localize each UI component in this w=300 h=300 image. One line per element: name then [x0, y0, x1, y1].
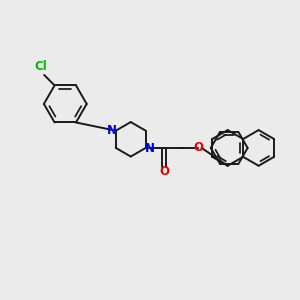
Text: O: O	[193, 141, 203, 154]
Text: O: O	[159, 165, 169, 178]
Text: N: N	[145, 142, 155, 155]
Text: N: N	[107, 124, 117, 136]
Text: Cl: Cl	[35, 60, 48, 73]
